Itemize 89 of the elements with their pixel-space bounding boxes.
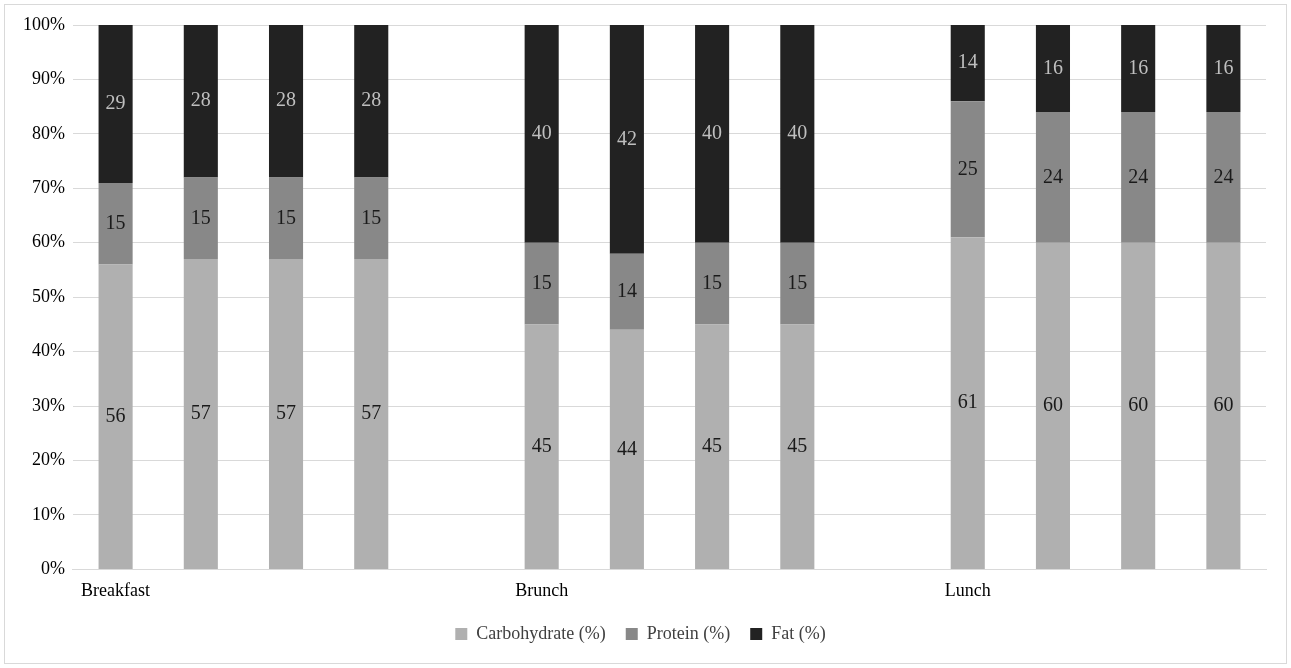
data-label: 15 <box>361 205 382 228</box>
x-tick-label: Brunch <box>515 579 569 600</box>
bar <box>354 259 389 569</box>
data-label: 24 <box>1213 164 1234 187</box>
data-label: 40 <box>787 121 808 144</box>
bar <box>354 25 389 178</box>
data-label: 60 <box>1042 393 1063 416</box>
bar <box>524 25 559 243</box>
y-tick-label: 80% <box>31 122 65 143</box>
y-tick-label: 20% <box>31 449 65 470</box>
legend-label: Carbohydrate (%) <box>476 622 606 644</box>
data-label: 15 <box>702 270 723 293</box>
data-label: 15 <box>531 270 552 293</box>
y-tick-label: 30% <box>31 394 65 415</box>
y-tick-label: 0% <box>40 558 65 579</box>
data-label: 60 <box>1128 393 1149 416</box>
data-label: 15 <box>276 205 297 228</box>
bar <box>695 324 730 569</box>
legend-label: Protein (%) <box>646 622 731 644</box>
bar <box>1121 242 1156 569</box>
data-label: 14 <box>616 279 637 302</box>
y-tick-label: 40% <box>31 340 65 361</box>
y-tick-label: 50% <box>31 285 65 306</box>
bar <box>609 253 644 330</box>
bar <box>1035 242 1071 569</box>
data-label: 25 <box>957 156 978 179</box>
data-label: 45 <box>702 433 723 456</box>
data-label: 15 <box>105 210 126 233</box>
bar <box>354 177 389 260</box>
y-tick-label: 90% <box>31 68 65 89</box>
y-tick-label: 100% <box>22 13 65 34</box>
bar <box>1206 25 1241 113</box>
x-tick-label: Breakfast <box>81 579 151 600</box>
data-label: 40 <box>531 121 552 144</box>
bar <box>98 182 133 265</box>
data-label: 28 <box>190 88 211 111</box>
data-label: 57 <box>276 401 297 424</box>
bar <box>183 177 218 260</box>
y-tick-label: 70% <box>31 177 65 198</box>
data-label: 29 <box>105 91 126 114</box>
bar <box>98 25 133 183</box>
data-label: 14 <box>957 50 978 73</box>
bar <box>1206 242 1241 569</box>
bar <box>1121 25 1156 113</box>
data-label: 42 <box>616 126 637 149</box>
bar <box>268 177 304 260</box>
bar <box>780 324 815 569</box>
bar <box>183 25 218 178</box>
y-tick-label: 10% <box>31 503 65 524</box>
bar <box>1121 112 1156 243</box>
bar <box>268 25 304 178</box>
data-label: 16 <box>1128 55 1149 78</box>
y-tick-label: 60% <box>31 231 65 252</box>
data-label: 24 <box>1128 164 1149 187</box>
data-label: 45 <box>531 433 552 456</box>
bar <box>524 242 559 325</box>
data-label: 15 <box>190 205 211 228</box>
data-label: 44 <box>616 436 637 459</box>
bar <box>524 324 559 569</box>
x-tick-label: Lunch <box>944 579 991 600</box>
data-label: 16 <box>1213 55 1234 78</box>
bar <box>1035 112 1071 243</box>
data-label: 28 <box>361 88 382 111</box>
data-label: 24 <box>1042 164 1063 187</box>
bar <box>780 25 815 243</box>
data-label: 40 <box>702 121 723 144</box>
bar <box>98 264 133 569</box>
data-label: 16 <box>1042 55 1063 78</box>
bar <box>609 329 644 569</box>
data-label: 56 <box>105 403 126 426</box>
data-label: 28 <box>276 88 297 111</box>
data-label: 57 <box>190 401 211 424</box>
data-label: 60 <box>1213 393 1234 416</box>
bar <box>950 101 985 238</box>
bar <box>268 259 304 569</box>
data-label: 57 <box>361 401 382 424</box>
bar <box>950 25 985 102</box>
bar <box>1206 112 1241 243</box>
data-label: 45 <box>787 433 808 456</box>
bar <box>695 242 730 325</box>
data-label: 15 <box>787 270 808 293</box>
bar <box>609 25 644 254</box>
legend-label: Fat (%) <box>771 622 826 644</box>
bar <box>780 242 815 325</box>
bar <box>183 259 218 569</box>
bar <box>950 237 985 569</box>
bar <box>695 25 730 243</box>
data-label: 61 <box>957 390 978 413</box>
bar <box>1035 25 1071 113</box>
